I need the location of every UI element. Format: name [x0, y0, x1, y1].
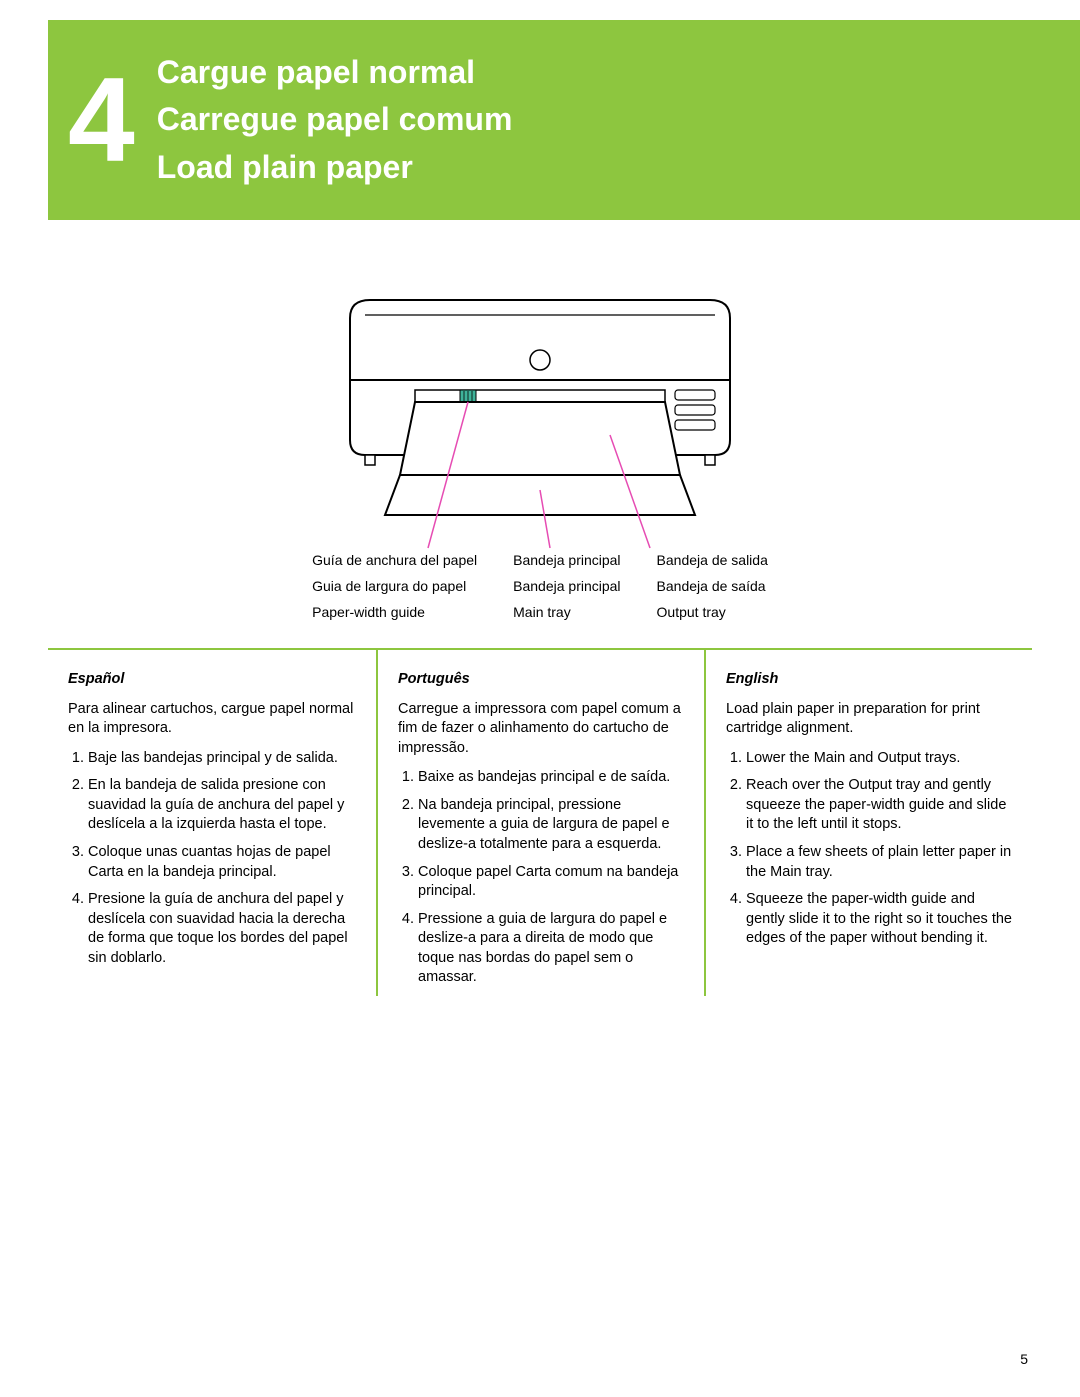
step-es-3: Coloque unas cuantas hojas de papel Cart… [88, 843, 356, 882]
step-pt-1: Baixe as bandejas principal e de saída. [418, 768, 684, 788]
header-band: 4 Cargue papel normal Carregue papel com… [48, 20, 1080, 220]
column-pt: Português Carregue a impressora com pape… [376, 650, 704, 996]
label-1-es: Guía de anchura del papel [312, 552, 477, 568]
lang-title-en: English [726, 670, 1012, 690]
steps-en: Lower the Main and Output trays. Reach o… [726, 749, 1012, 949]
intro-es: Para alinear cartuchos, cargue papel nor… [68, 700, 356, 739]
title-pt: Carregue papel comum [157, 99, 513, 141]
intro-en: Load plain paper in preparation for prin… [726, 700, 1012, 739]
printer-illustration [310, 260, 770, 560]
label-2-pt: Bandeja principal [513, 578, 620, 594]
label-3-pt: Bandeja de saída [657, 578, 768, 594]
label-col-3: Bandeja de salida Bandeja de saída Outpu… [657, 552, 768, 620]
lang-title-pt: Português [398, 670, 684, 690]
label-3-en: Output tray [657, 604, 768, 620]
figure-area: Guía de anchura del papel Guia de largur… [48, 260, 1032, 640]
steps-es: Baje las bandejas principal y de salida.… [68, 749, 356, 969]
label-col-1: Guía de anchura del papel Guia de largur… [312, 552, 477, 620]
intro-pt: Carregue a impressora com papel comum a … [398, 700, 684, 759]
step-es-1: Baje las bandejas principal y de salida. [88, 749, 356, 769]
instruction-columns: Español Para alinear cartuchos, cargue p… [48, 648, 1032, 996]
label-2-es: Bandeja principal [513, 552, 620, 568]
step-en-4: Squeeze the paper-width guide and gently… [746, 890, 1012, 949]
column-es: Español Para alinear cartuchos, cargue p… [48, 650, 376, 996]
step-pt-4: Pressione a guia de largura do papel e d… [418, 910, 684, 988]
label-col-2: Bandeja principal Bandeja principal Main… [513, 552, 620, 620]
label-1-en: Paper-width guide [312, 604, 477, 620]
title-es: Cargue papel normal [157, 52, 513, 94]
step-number: 4 [68, 60, 135, 180]
title-en: Load plain paper [157, 147, 513, 189]
step-pt-2: Na bandeja principal, pressione levement… [418, 796, 684, 855]
header-titles: Cargue papel normal Carregue papel comum… [157, 52, 513, 189]
step-en-1: Lower the Main and Output trays. [746, 749, 1012, 769]
label-3-es: Bandeja de salida [657, 552, 768, 568]
step-en-3: Place a few sheets of plain letter paper… [746, 843, 1012, 882]
label-1-pt: Guia de largura do papel [312, 578, 477, 594]
step-es-2: En la bandeja de salida presione con sua… [88, 776, 356, 835]
diagram-labels: Guía de anchura del papel Guia de largur… [48, 552, 1032, 620]
steps-pt: Baixe as bandejas principal e de saída. … [398, 768, 684, 988]
step-es-4: Presione la guía de anchura del papel y … [88, 890, 356, 968]
page-number: 5 [1020, 1351, 1028, 1367]
column-en: English Load plain paper in preparation … [704, 650, 1032, 996]
lang-title-es: Español [68, 670, 356, 690]
step-en-2: Reach over the Output tray and gently sq… [746, 776, 1012, 835]
label-2-en: Main tray [513, 604, 620, 620]
step-pt-3: Coloque papel Carta comum na bandeja pri… [418, 863, 684, 902]
